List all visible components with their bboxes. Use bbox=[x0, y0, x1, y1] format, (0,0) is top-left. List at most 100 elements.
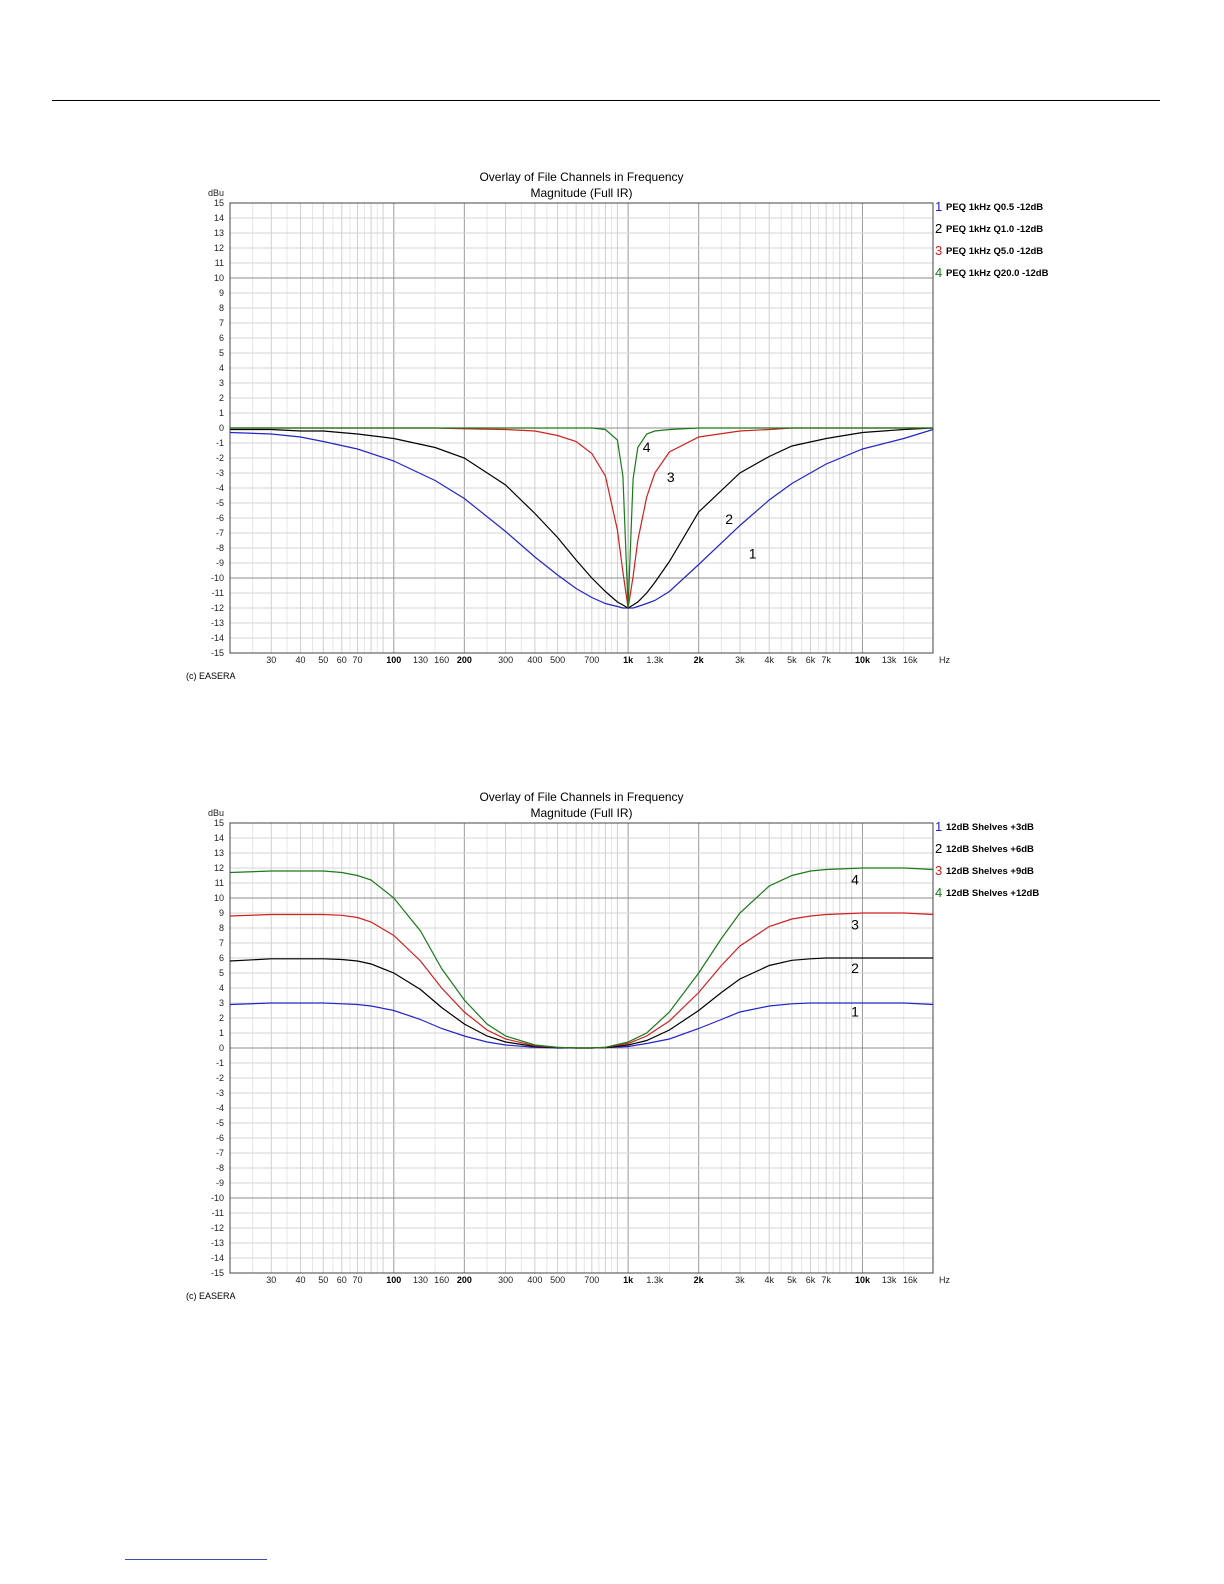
x-tick-label: 160 bbox=[434, 1275, 449, 1285]
y-tick-label: -6 bbox=[216, 1133, 224, 1143]
legend-label: 12dB Shelves +12dB bbox=[946, 888, 1039, 899]
x-tick-label: 6k bbox=[806, 655, 816, 665]
y-tick-label: -9 bbox=[216, 558, 224, 568]
legend-item-2: 2 12dB Shelves +6dB bbox=[935, 841, 1034, 856]
y-tick-label: -1 bbox=[216, 1058, 224, 1068]
x-tick-label: 1k bbox=[623, 1275, 634, 1285]
y-tick-label: -2 bbox=[216, 453, 224, 463]
y-tick-label: -8 bbox=[216, 1163, 224, 1173]
series-curve-label-3: 3 bbox=[667, 469, 675, 485]
legend-number: 2 bbox=[935, 841, 942, 856]
x-tick-label: 400 bbox=[527, 655, 542, 665]
series-curve-label-1: 1 bbox=[851, 1004, 859, 1020]
x-tick-label: 40 bbox=[296, 1275, 306, 1285]
chart-credit: (c) EASERA bbox=[186, 671, 236, 681]
grid-lines bbox=[229, 822, 934, 1274]
y-tick-label: 6 bbox=[219, 333, 224, 343]
y-tick-label: -5 bbox=[216, 498, 224, 508]
y-tick-label: -6 bbox=[216, 513, 224, 523]
y-tick-label: 2 bbox=[219, 1013, 224, 1023]
legend-item-1: 1 12dB Shelves +3dB bbox=[935, 819, 1034, 834]
y-tick-label: 5 bbox=[219, 968, 224, 978]
x-tick-label: 100 bbox=[386, 1275, 401, 1285]
y-tick-label: 1 bbox=[219, 408, 224, 418]
y-tick-label: 13 bbox=[214, 848, 224, 858]
x-tick-label: 5k bbox=[787, 1275, 797, 1285]
y-tick-label: 9 bbox=[219, 908, 224, 918]
y-tick-label: 5 bbox=[219, 348, 224, 358]
y-tick-label: 8 bbox=[219, 923, 224, 933]
x-tick-label: 3k bbox=[735, 655, 745, 665]
x-tick-label: 160 bbox=[434, 655, 449, 665]
x-tick-label: 5k bbox=[787, 655, 797, 665]
y-tick-label: -14 bbox=[211, 1253, 224, 1263]
x-tick-label: 10k bbox=[855, 1275, 871, 1285]
series-curve-label-1: 1 bbox=[749, 546, 757, 562]
y-tick-label: -14 bbox=[211, 633, 224, 643]
x-tick-label: 3k bbox=[735, 1275, 745, 1285]
y-tick-label: 9 bbox=[219, 288, 224, 298]
legend-item-4: 4 PEQ 1kHz Q20.0 -12dB bbox=[935, 265, 1049, 280]
chart-title: Overlay of File Channels in Frequency bbox=[479, 170, 683, 184]
x-tick-label: 16k bbox=[903, 655, 918, 665]
y-tick-label: 12 bbox=[214, 243, 224, 253]
x-tick-label: 700 bbox=[584, 655, 599, 665]
x-tick-label: 130 bbox=[413, 1275, 428, 1285]
y-tick-label: 0 bbox=[219, 423, 224, 433]
y-tick-label: 3 bbox=[219, 998, 224, 1008]
x-axis-label: Hz bbox=[939, 1275, 950, 1285]
legend-number: 2 bbox=[935, 221, 942, 236]
x-tick-label: 7k bbox=[821, 655, 831, 665]
y-tick-label: 11 bbox=[215, 878, 224, 888]
x-tick-label: 50 bbox=[318, 655, 328, 665]
x-tick-label: 4k bbox=[764, 1275, 774, 1285]
legend-number: 3 bbox=[935, 863, 942, 878]
legend-item-1: 1 PEQ 1kHz Q0.5 -12dB bbox=[935, 199, 1043, 214]
y-tick-label: -8 bbox=[216, 543, 224, 553]
y-tick-label: 6 bbox=[219, 953, 224, 963]
x-tick-label: 60 bbox=[337, 655, 347, 665]
y-tick-label: 0 bbox=[219, 1043, 224, 1053]
x-tick-label: 30 bbox=[266, 1275, 276, 1285]
y-tick-label: 15 bbox=[214, 198, 224, 208]
series-curve-label-4: 4 bbox=[643, 439, 651, 455]
y-tick-label: -4 bbox=[216, 1103, 224, 1113]
y-tick-label: 4 bbox=[219, 983, 224, 993]
y-tick-label: 11 bbox=[215, 258, 224, 268]
legend-item-4: 4 12dB Shelves +12dB bbox=[935, 885, 1039, 900]
legend-label: PEQ 1kHz Q5.0 -12dB bbox=[946, 246, 1043, 257]
y-tick-label: 3 bbox=[219, 378, 224, 388]
x-tick-label: 100 bbox=[386, 655, 401, 665]
y-tick-label: 10 bbox=[214, 893, 224, 903]
legend-label: 12dB Shelves +6dB bbox=[946, 844, 1034, 855]
legend-label: 12dB Shelves +3dB bbox=[946, 822, 1034, 833]
y-tick-label: 10 bbox=[214, 273, 224, 283]
plot-frame bbox=[229, 822, 934, 1274]
y-tick-label: -7 bbox=[216, 528, 224, 538]
y-tick-label: -3 bbox=[216, 1088, 224, 1098]
y-tick-label: -10 bbox=[211, 1193, 224, 1203]
y-tick-label: -13 bbox=[211, 618, 224, 628]
series-curve-label-4: 4 bbox=[851, 872, 859, 888]
legend-item-3: 3 PEQ 1kHz Q5.0 -12dB bbox=[935, 243, 1043, 258]
x-tick-label: 130 bbox=[413, 655, 428, 665]
series-line-4 bbox=[229, 867, 934, 1049]
legend-number: 4 bbox=[935, 265, 942, 280]
page-header-rule bbox=[52, 100, 1160, 101]
footnote-rule bbox=[125, 1559, 267, 1560]
x-tick-label: 40 bbox=[296, 655, 306, 665]
x-tick-label: 1k bbox=[623, 655, 634, 665]
y-tick-label: -12 bbox=[211, 1223, 224, 1233]
x-tick-label: 2k bbox=[694, 1275, 705, 1285]
x-tick-label: 700 bbox=[584, 1275, 599, 1285]
legend-label: PEQ 1kHz Q20.0 -12dB bbox=[946, 268, 1049, 279]
x-tick-label: 300 bbox=[498, 1275, 513, 1285]
x-tick-label: 7k bbox=[821, 1275, 831, 1285]
legend-number: 1 bbox=[935, 199, 942, 214]
legend-item-2: 2 PEQ 1kHz Q1.0 -12dB bbox=[935, 221, 1043, 236]
x-tick-label: 70 bbox=[352, 1275, 362, 1285]
legend-label: PEQ 1kHz Q1.0 -12dB bbox=[946, 224, 1043, 235]
x-tick-label: 10k bbox=[855, 655, 871, 665]
x-tick-label: 400 bbox=[527, 1275, 542, 1285]
x-tick-label: 70 bbox=[352, 655, 362, 665]
